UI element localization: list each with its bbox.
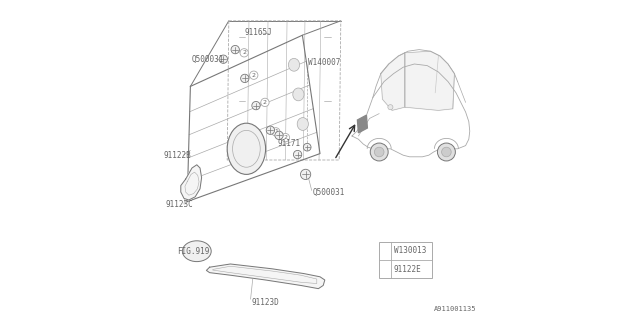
Bar	[380, 242, 432, 278]
Text: 91122B: 91122B	[164, 151, 191, 160]
Text: 1: 1	[383, 248, 387, 253]
Circle shape	[266, 126, 275, 134]
Text: A911001135: A911001135	[435, 306, 477, 312]
Circle shape	[381, 265, 389, 273]
Polygon shape	[181, 165, 202, 200]
Text: FIG.919: FIG.919	[178, 247, 210, 256]
Text: 91171: 91171	[278, 139, 301, 148]
Text: 1: 1	[274, 129, 278, 134]
Circle shape	[438, 143, 456, 161]
Text: 91165J: 91165J	[245, 28, 273, 37]
Text: Q500031: Q500031	[192, 55, 225, 64]
Text: 91122E: 91122E	[394, 265, 421, 274]
Polygon shape	[381, 53, 405, 110]
Circle shape	[303, 143, 311, 151]
Circle shape	[219, 55, 228, 63]
Text: 2: 2	[242, 50, 246, 55]
Text: 2: 2	[263, 100, 267, 105]
Circle shape	[301, 169, 311, 180]
Text: W130013: W130013	[394, 246, 426, 255]
Circle shape	[275, 131, 283, 140]
Circle shape	[371, 143, 388, 161]
Circle shape	[381, 247, 389, 255]
Circle shape	[252, 101, 260, 110]
Circle shape	[261, 98, 269, 107]
Circle shape	[388, 105, 393, 110]
Circle shape	[231, 45, 239, 54]
Text: 2: 2	[252, 73, 256, 78]
Polygon shape	[357, 115, 367, 133]
Text: 91123C: 91123C	[166, 200, 193, 209]
Text: 2: 2	[383, 267, 387, 272]
Text: 91123D: 91123D	[251, 298, 279, 307]
Circle shape	[442, 147, 451, 157]
Circle shape	[272, 128, 280, 136]
Circle shape	[374, 147, 384, 157]
Circle shape	[282, 133, 290, 142]
Text: Q500031: Q500031	[312, 188, 345, 197]
Ellipse shape	[297, 117, 308, 131]
Text: 2: 2	[284, 135, 287, 140]
Ellipse shape	[227, 123, 266, 174]
Circle shape	[241, 74, 249, 83]
Circle shape	[240, 49, 248, 57]
Circle shape	[250, 71, 258, 79]
Circle shape	[293, 150, 302, 159]
Polygon shape	[206, 264, 325, 289]
Text: W140007: W140007	[308, 58, 340, 67]
Polygon shape	[405, 51, 454, 110]
Ellipse shape	[292, 88, 304, 101]
Ellipse shape	[182, 241, 211, 262]
Ellipse shape	[289, 59, 300, 71]
